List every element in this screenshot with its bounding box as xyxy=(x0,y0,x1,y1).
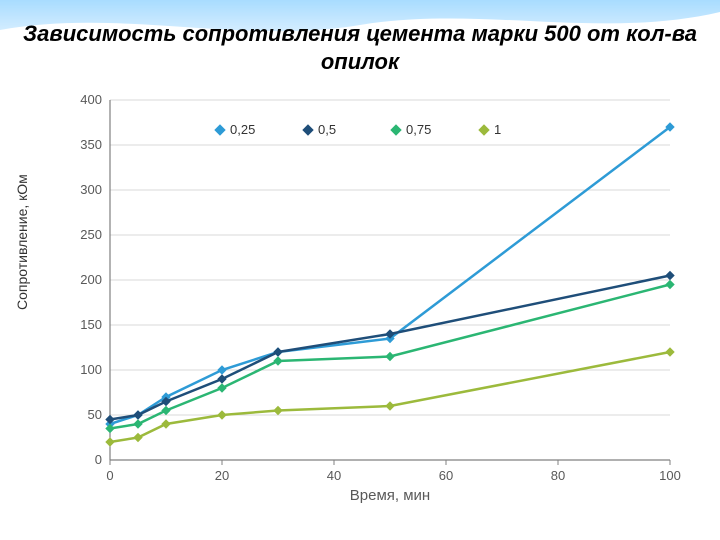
svg-text:150: 150 xyxy=(80,317,102,332)
svg-text:200: 200 xyxy=(80,272,102,287)
series-marker xyxy=(274,407,282,415)
svg-text:Время, мин: Время, мин xyxy=(350,487,430,504)
svg-text:300: 300 xyxy=(80,182,102,197)
svg-text:80: 80 xyxy=(551,468,565,483)
series-line xyxy=(110,352,670,442)
series-marker xyxy=(666,348,674,356)
svg-text:60: 60 xyxy=(439,468,453,483)
svg-text:0: 0 xyxy=(106,468,113,483)
series-marker xyxy=(106,438,114,446)
svg-text:0: 0 xyxy=(95,452,102,467)
series-marker xyxy=(162,420,170,428)
svg-text:50: 50 xyxy=(88,407,102,422)
series-marker xyxy=(218,411,226,419)
series-marker xyxy=(218,366,226,374)
page-title: Зависимость сопротивления цемента марки … xyxy=(0,20,720,75)
series-marker xyxy=(666,281,674,289)
y-axis-label: Сопротивление, кОм xyxy=(14,174,30,310)
series-marker xyxy=(274,348,282,356)
svg-text:100: 100 xyxy=(80,362,102,377)
chart-legend: 0,25 0,5 0,75 1 xyxy=(215,122,501,137)
series-line xyxy=(110,127,670,424)
series-marker xyxy=(666,272,674,280)
series-marker xyxy=(386,353,394,361)
line-chart: 0 50 100 150 200 250 300 350 400 0 20 40 60 80 100 Врем… xyxy=(60,90,700,510)
svg-text:400: 400 xyxy=(80,92,102,107)
series-marker xyxy=(218,375,226,383)
svg-text:1: 1 xyxy=(494,122,501,137)
series-marker xyxy=(274,357,282,365)
svg-text:40: 40 xyxy=(327,468,341,483)
series-marker xyxy=(218,384,226,392)
svg-text:20: 20 xyxy=(215,468,229,483)
svg-text:0,25: 0,25 xyxy=(230,122,255,137)
svg-text:0,5: 0,5 xyxy=(318,122,336,137)
series-marker xyxy=(386,402,394,410)
series-line xyxy=(110,276,670,420)
svg-text:250: 250 xyxy=(80,227,102,242)
series-marker xyxy=(134,420,142,428)
svg-text:100: 100 xyxy=(659,468,681,483)
svg-text:350: 350 xyxy=(80,137,102,152)
svg-text:0,75: 0,75 xyxy=(406,122,431,137)
series-marker xyxy=(134,434,142,442)
series-marker xyxy=(162,407,170,415)
